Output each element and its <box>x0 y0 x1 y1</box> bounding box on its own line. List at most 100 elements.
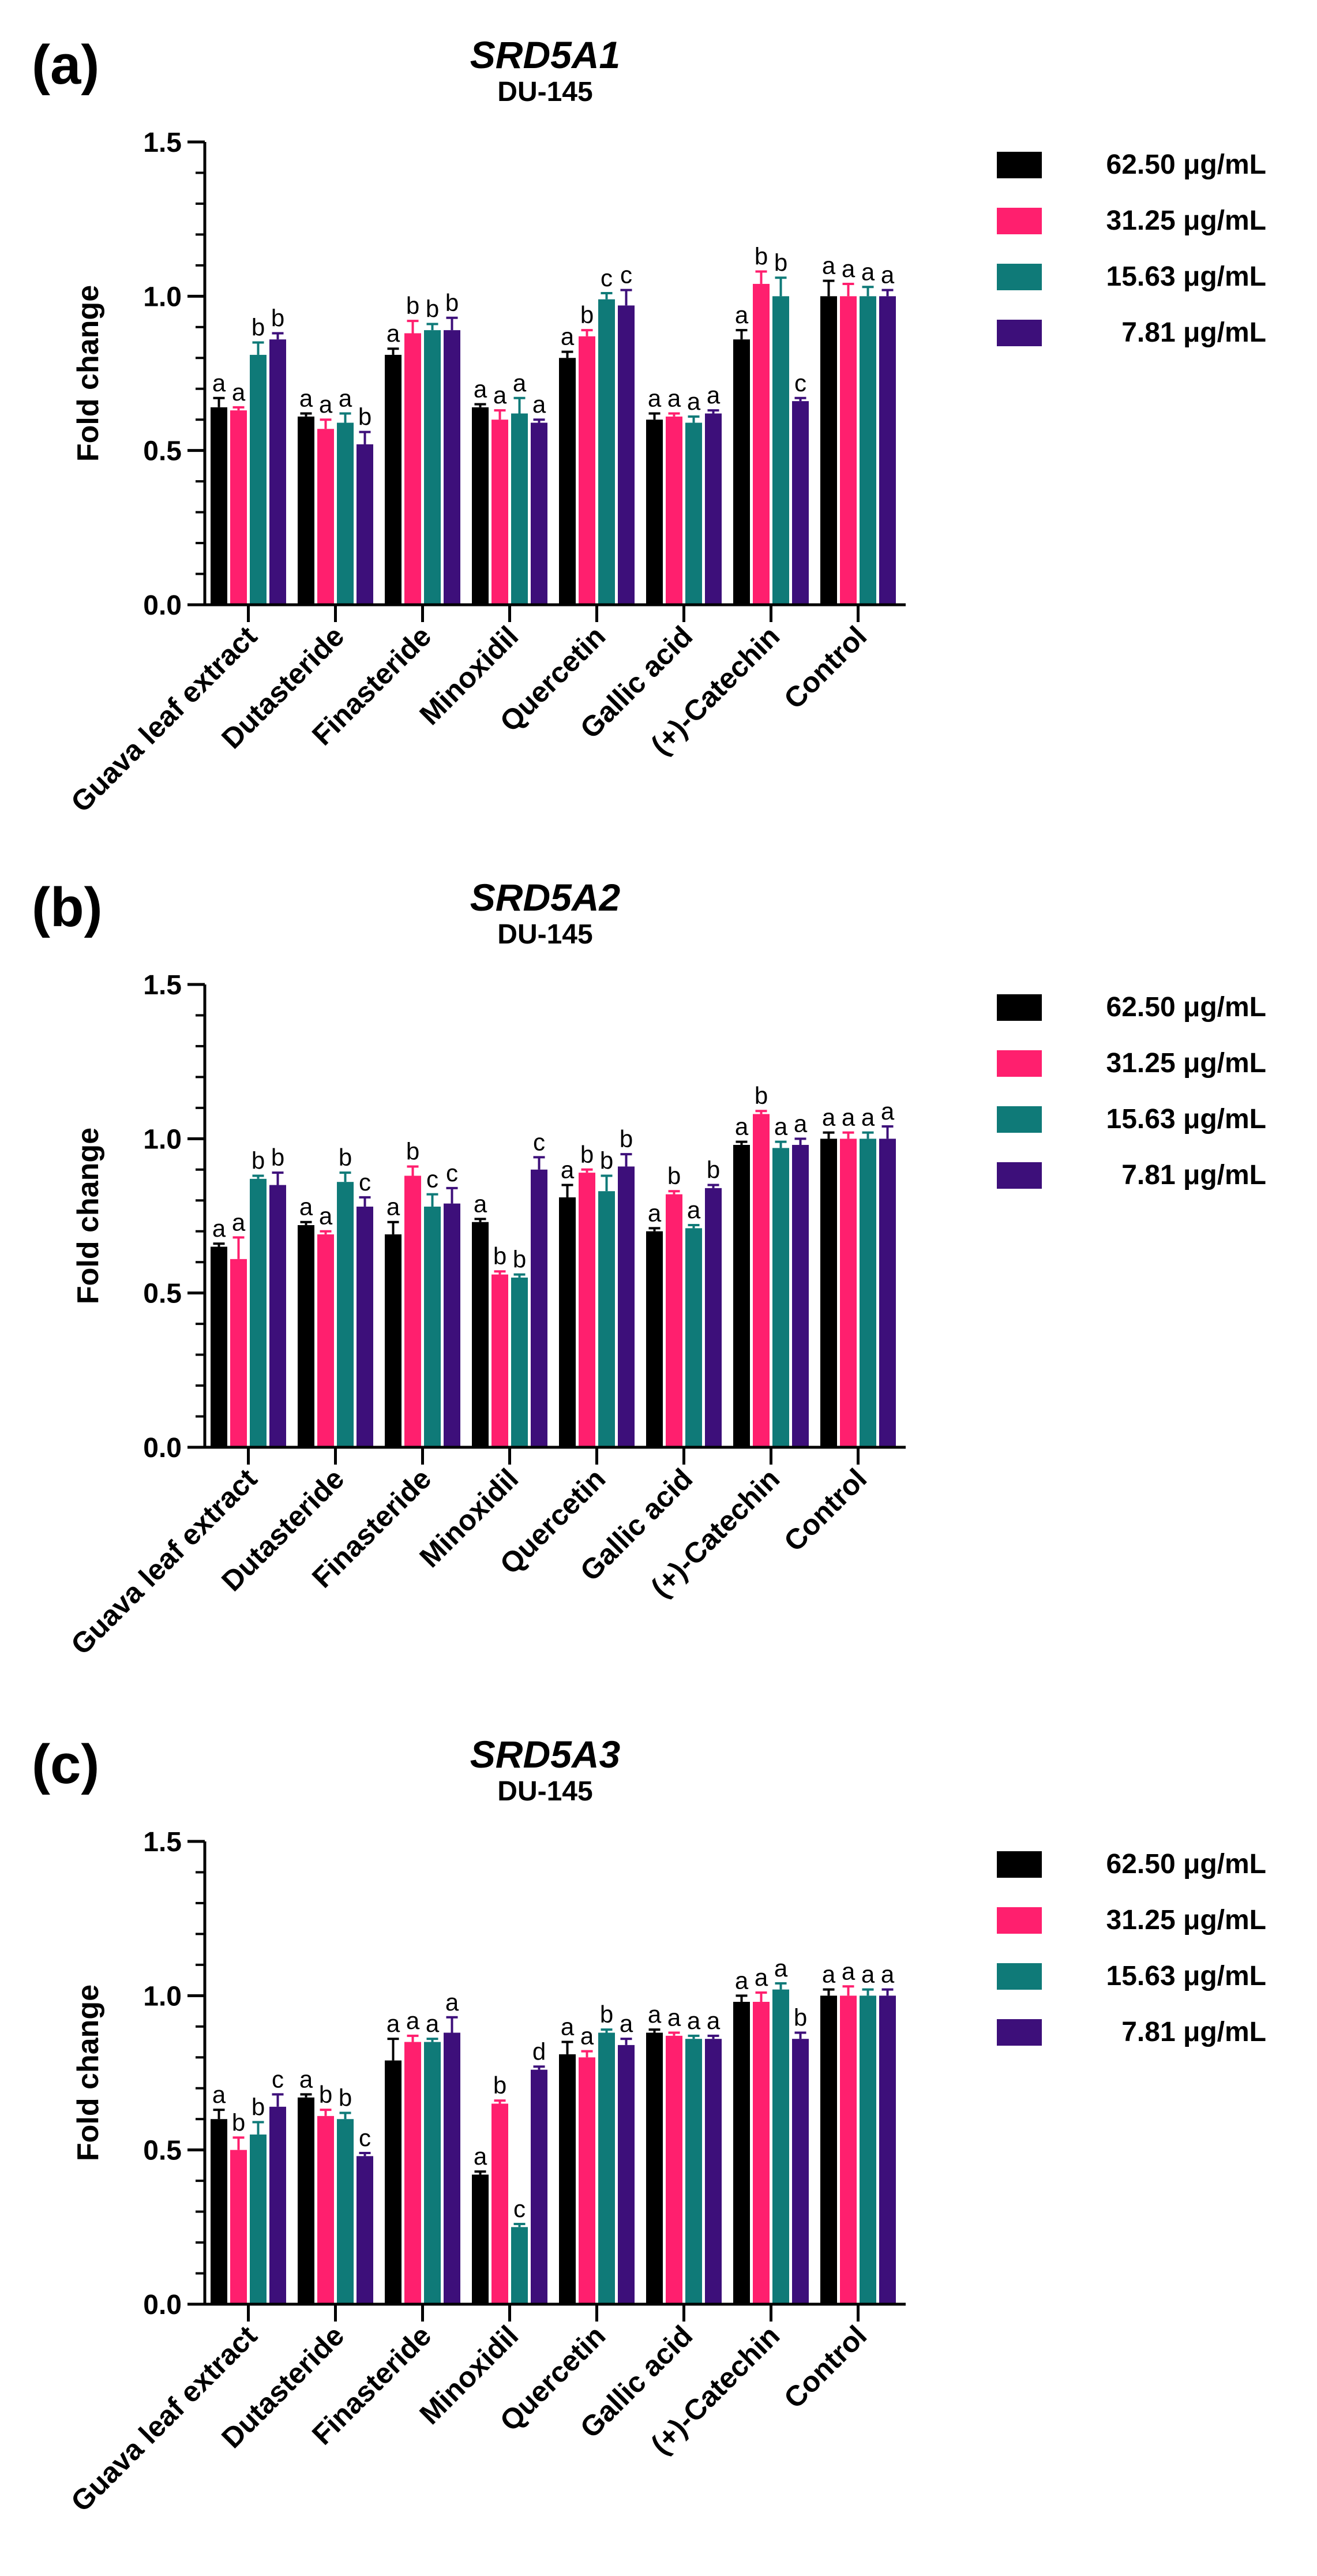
significance-letter: b <box>319 2081 332 2108</box>
bar-SRD5A1-5-0 <box>646 420 663 605</box>
bar-SRD5A3-7-3 <box>879 1995 896 2304</box>
bar-SRD5A3-0-0 <box>211 2119 227 2304</box>
significance-letter: a <box>474 2143 487 2170</box>
significance-letter: b <box>755 1082 768 1109</box>
significance-letter: a <box>513 369 527 396</box>
bar-SRD5A2-6-0 <box>733 1145 750 1447</box>
significance-letter: c <box>359 1169 371 1196</box>
bar-SRD5A1-6-3 <box>792 401 809 605</box>
significance-letter: d <box>532 2038 546 2065</box>
y-tick-label: 1.5 <box>143 970 182 1001</box>
significance-letter: a <box>822 252 836 279</box>
significance-letter: a <box>339 385 352 412</box>
bar-SRD5A1-1-2 <box>337 422 354 605</box>
bar-SRD5A1-3-2 <box>511 413 528 605</box>
bar-SRD5A2-5-3 <box>705 1188 722 1447</box>
significance-letter: a <box>474 1190 487 1217</box>
significance-letter: a <box>387 2010 400 2037</box>
bar-SRD5A2-3-3 <box>531 1169 547 1447</box>
legend-label: 62.50 μg/mL <box>1106 992 1266 1023</box>
bar-SRD5A3-1-1 <box>317 2116 334 2304</box>
significance-letter: a <box>493 381 507 409</box>
significance-letter: b <box>600 1147 613 1174</box>
panel-label: (c) <box>32 1733 99 1795</box>
significance-letter: a <box>212 369 226 396</box>
legend-label: 15.63 μg/mL <box>1106 1961 1266 1991</box>
y-tick-label: 1.0 <box>143 1981 182 2012</box>
significance-letter: a <box>667 2004 681 2031</box>
significance-letter: a <box>426 2010 440 2037</box>
legend-swatch <box>997 1963 1042 1990</box>
bar-SRD5A1-7-0 <box>820 296 837 605</box>
bar-SRD5A3-0-3 <box>269 2106 286 2304</box>
bar-SRD5A3-3-2 <box>511 2227 528 2304</box>
significance-letter: b <box>774 249 787 276</box>
bar-SRD5A3-4-1 <box>579 2057 595 2304</box>
bar-SRD5A1-3-3 <box>531 422 547 605</box>
legend-swatch <box>997 1907 1042 1934</box>
significance-letter: a <box>707 381 721 409</box>
significance-letter: a <box>881 1098 895 1125</box>
bar-SRD5A1-5-1 <box>666 416 682 605</box>
significance-letter: a <box>474 375 487 402</box>
x-tick-label: Control <box>778 2319 873 2414</box>
significance-letter: b <box>339 2084 352 2111</box>
bar-SRD5A3-2-0 <box>385 2060 402 2304</box>
bar-SRD5A1-0-2 <box>250 354 267 605</box>
significance-letter: a <box>620 2010 633 2037</box>
legend-swatch <box>997 152 1042 178</box>
y-tick-label: 0.0 <box>143 590 182 621</box>
y-axis-label: Fold change <box>72 285 105 462</box>
bar-SRD5A2-2-1 <box>404 1175 421 1447</box>
bar-SRD5A1-4-1 <box>579 336 595 605</box>
significance-letter: b <box>232 2109 245 2136</box>
bar-SRD5A2-2-2 <box>424 1206 441 1447</box>
significance-letter: b <box>271 1144 284 1171</box>
significance-letter: a <box>735 1113 749 1140</box>
significance-letter: b <box>406 292 419 319</box>
x-tick-label: Control <box>778 1462 873 1557</box>
bar-SRD5A3-2-2 <box>424 2042 441 2304</box>
significance-letter: c <box>533 1128 545 1155</box>
significance-letter: a <box>861 1961 875 1988</box>
legend-swatch <box>997 2019 1042 2046</box>
significance-letter: a <box>299 385 313 412</box>
panel-label: (a) <box>32 34 99 96</box>
bar-SRD5A2-2-3 <box>444 1203 460 1447</box>
significance-letter: c <box>513 2195 526 2222</box>
bar-SRD5A1-7-2 <box>860 296 876 605</box>
significance-letter: a <box>580 2023 594 2050</box>
bar-SRD5A2-4-1 <box>579 1173 595 1447</box>
bar-SRD5A2-6-3 <box>792 1145 809 1447</box>
significance-letter: b <box>493 2072 506 2099</box>
significance-letter: a <box>561 2013 575 2040</box>
chart-subtitle: DU-145 <box>497 1776 592 1807</box>
significance-letter: b <box>358 403 372 430</box>
legend-label: 7.81 μg/mL <box>1121 317 1266 348</box>
significance-letter: a <box>561 1156 575 1184</box>
y-tick-label: 1.0 <box>143 1124 182 1155</box>
bar-SRD5A3-6-1 <box>753 2002 770 2304</box>
legend-swatch <box>997 1106 1042 1133</box>
bar-SRD5A2-4-0 <box>559 1197 576 1447</box>
bar-SRD5A2-4-2 <box>598 1191 615 1447</box>
bar-SRD5A1-2-1 <box>404 333 421 605</box>
bar-SRD5A3-3-0 <box>472 2174 489 2304</box>
significance-letter: a <box>774 1955 788 1982</box>
y-tick-label: 1.5 <box>143 128 182 158</box>
significance-letter: b <box>755 243 768 270</box>
bar-SRD5A1-2-3 <box>444 330 460 605</box>
bar-SRD5A1-7-3 <box>879 296 896 605</box>
significance-letter: a <box>755 1964 768 1991</box>
legend-label: 62.50 μg/mL <box>1106 149 1266 180</box>
x-tick-label: Control <box>778 620 873 715</box>
y-tick-label: 0.5 <box>143 1279 182 1309</box>
significance-letter: b <box>707 1156 720 1184</box>
bar-SRD5A3-0-1 <box>230 2150 247 2304</box>
bar-SRD5A2-6-1 <box>753 1114 770 1447</box>
significance-letter: b <box>600 2001 613 2028</box>
significance-letter: b <box>513 1246 526 1273</box>
significance-letter: a <box>406 2007 420 2034</box>
significance-letter: a <box>881 1961 895 1988</box>
